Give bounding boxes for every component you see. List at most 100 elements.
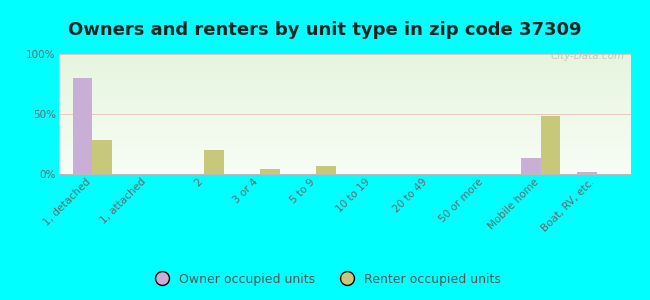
Bar	[58, 125, 630, 126]
Bar	[521, 158, 541, 174]
Bar	[58, 114, 630, 115]
Bar	[58, 60, 630, 61]
Bar	[58, 152, 630, 153]
Bar	[58, 121, 630, 122]
Bar	[204, 150, 224, 174]
Bar	[58, 151, 630, 152]
Bar	[58, 163, 630, 164]
Bar	[58, 127, 630, 128]
Bar	[58, 87, 630, 88]
Bar	[58, 118, 630, 119]
Bar	[58, 137, 630, 138]
Bar	[58, 109, 630, 110]
Bar	[58, 160, 630, 161]
Bar	[58, 84, 630, 85]
Bar	[58, 165, 630, 166]
Bar	[58, 90, 630, 91]
Bar	[58, 89, 630, 90]
Bar	[58, 135, 630, 136]
Bar	[58, 128, 630, 129]
Text: Owners and renters by unit type in zip code 37309: Owners and renters by unit type in zip c…	[68, 21, 582, 39]
Bar	[58, 65, 630, 66]
Bar	[58, 103, 630, 104]
Bar	[58, 138, 630, 139]
Bar	[58, 126, 630, 127]
Bar	[73, 78, 92, 174]
Bar	[58, 155, 630, 156]
Bar	[58, 129, 630, 130]
Bar	[317, 166, 336, 174]
Bar	[58, 157, 630, 158]
Bar	[58, 98, 630, 99]
Bar	[58, 113, 630, 114]
Bar	[58, 124, 630, 125]
Bar	[58, 170, 630, 171]
Bar	[58, 64, 630, 65]
Bar	[58, 106, 630, 107]
Bar	[58, 166, 630, 167]
Legend: Owner occupied units, Renter occupied units: Owner occupied units, Renter occupied un…	[144, 268, 506, 291]
Bar	[58, 107, 630, 108]
Bar	[58, 68, 630, 69]
Bar	[58, 141, 630, 142]
Bar	[58, 72, 630, 73]
Bar	[58, 105, 630, 106]
Bar	[58, 133, 630, 134]
Bar	[58, 130, 630, 131]
Bar	[58, 78, 630, 79]
Bar	[58, 83, 630, 84]
Bar	[58, 169, 630, 170]
Bar	[58, 81, 630, 82]
Bar	[58, 119, 630, 120]
Bar	[58, 144, 630, 145]
Bar	[541, 116, 560, 174]
Bar	[58, 73, 630, 74]
Bar	[58, 91, 630, 92]
Bar	[58, 142, 630, 143]
Bar	[58, 145, 630, 146]
Bar	[58, 55, 630, 56]
Bar	[58, 71, 630, 72]
Bar	[58, 70, 630, 71]
Bar	[58, 159, 630, 160]
Bar	[58, 86, 630, 87]
Bar	[58, 162, 630, 163]
Bar	[58, 94, 630, 95]
Bar	[58, 69, 630, 70]
Bar	[58, 62, 630, 63]
Bar	[58, 74, 630, 75]
Bar	[58, 82, 630, 83]
Bar	[58, 97, 630, 98]
Bar	[58, 115, 630, 116]
Bar	[58, 172, 630, 173]
Bar	[58, 132, 630, 133]
Bar	[577, 172, 597, 174]
Bar	[58, 131, 630, 132]
Bar	[58, 108, 630, 109]
Bar	[58, 59, 630, 60]
Bar	[58, 66, 630, 67]
Bar	[58, 150, 630, 151]
Bar	[58, 110, 630, 111]
Bar	[58, 101, 630, 102]
Bar	[58, 57, 630, 58]
Bar	[58, 147, 630, 148]
Bar	[58, 77, 630, 78]
Bar	[58, 168, 630, 169]
Bar	[58, 99, 630, 100]
Bar	[58, 112, 630, 113]
Bar	[58, 117, 630, 118]
Text: City-Data.com: City-Data.com	[551, 50, 625, 61]
Bar	[58, 134, 630, 135]
Bar	[58, 153, 630, 154]
Bar	[58, 140, 630, 141]
Bar	[58, 80, 630, 81]
Bar	[58, 158, 630, 159]
Bar	[58, 85, 630, 86]
Bar	[58, 161, 630, 162]
Bar	[58, 79, 630, 80]
Bar	[58, 58, 630, 59]
Bar	[58, 120, 630, 121]
Bar	[58, 123, 630, 124]
Bar	[58, 96, 630, 97]
